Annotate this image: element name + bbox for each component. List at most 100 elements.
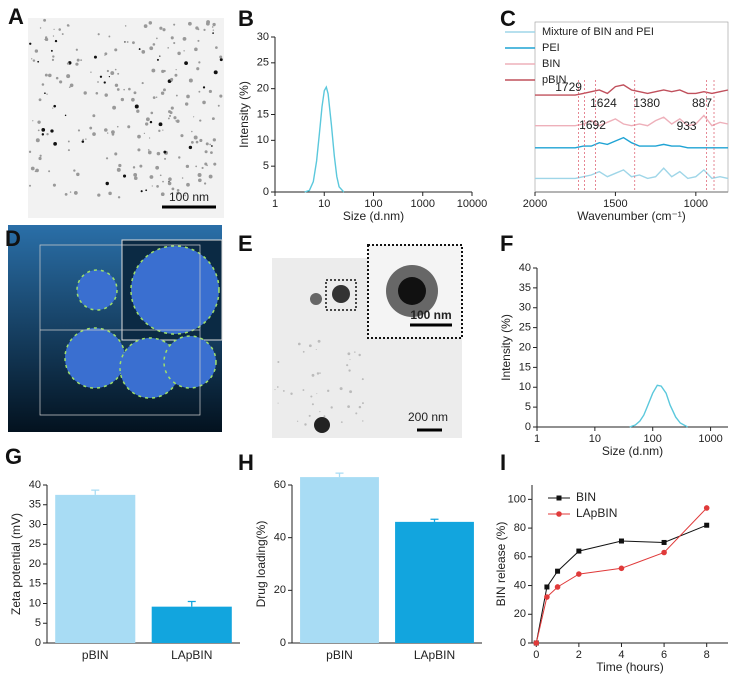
particle	[316, 393, 318, 395]
particle	[140, 190, 143, 193]
particle	[177, 51, 181, 56]
x-tick-label: 10	[589, 433, 601, 445]
legend-label: PEI	[542, 42, 560, 54]
particle	[211, 145, 213, 147]
particle	[199, 138, 203, 143]
particle	[176, 188, 180, 192]
particle	[182, 36, 187, 41]
particle	[145, 117, 150, 122]
particle	[323, 415, 326, 418]
particle	[277, 360, 280, 364]
x-tick-label: 8	[704, 649, 710, 661]
particle	[311, 403, 314, 406]
particle	[349, 390, 353, 394]
particle	[117, 72, 120, 75]
particle	[145, 122, 149, 126]
legend-label: BIN	[542, 58, 560, 70]
particle	[75, 62, 79, 66]
data-point	[661, 549, 667, 556]
particle	[168, 110, 172, 114]
particle	[159, 26, 163, 30]
particle	[73, 191, 78, 195]
particle	[211, 26, 214, 28]
particle	[213, 70, 218, 75]
particle	[52, 35, 55, 37]
x-axis-label: Time (hours)	[596, 660, 664, 674]
particle	[197, 178, 202, 183]
particle	[43, 18, 47, 22]
particle	[35, 138, 40, 143]
y-tick-label: 15	[519, 361, 531, 373]
particle	[152, 43, 156, 46]
particle	[204, 162, 208, 166]
data-point	[576, 571, 582, 577]
particle	[317, 339, 321, 343]
particle	[184, 102, 189, 106]
particle	[202, 100, 206, 105]
particle	[147, 149, 150, 151]
y-tick-label: 20	[514, 608, 526, 620]
particle	[277, 402, 279, 404]
particle	[89, 126, 93, 130]
particle	[117, 196, 121, 199]
particle	[90, 71, 92, 73]
particle	[188, 78, 193, 83]
particle	[339, 387, 343, 391]
micrographs	[8, 18, 463, 438]
panel-label: F	[500, 231, 513, 256]
particle	[296, 420, 299, 422]
particle	[315, 348, 317, 351]
particle	[99, 75, 103, 78]
particle	[34, 49, 39, 53]
particle	[302, 350, 305, 353]
particle	[158, 129, 161, 133]
scale-bar-label: 100 nm	[169, 190, 209, 204]
particle	[203, 182, 207, 185]
particle	[106, 69, 109, 73]
particle	[163, 69, 166, 73]
particle	[145, 189, 148, 192]
particle	[116, 167, 121, 172]
particle	[155, 165, 160, 170]
particle	[46, 93, 48, 95]
particle	[332, 285, 350, 303]
particle	[196, 67, 200, 71]
particle	[111, 130, 115, 134]
legend-label: BIN	[576, 490, 596, 504]
x-tick-label: pBIN	[82, 648, 109, 662]
x-tick-label: 10	[318, 198, 330, 210]
annotation-label: 1692	[579, 118, 606, 132]
data-point	[544, 584, 550, 590]
particle	[52, 55, 55, 58]
y-tick-label: 100	[508, 493, 526, 505]
particle	[64, 192, 68, 196]
particle	[137, 134, 141, 139]
particle	[349, 358, 351, 361]
y-tick-label: 30	[29, 518, 41, 530]
particle	[30, 166, 35, 171]
y-tick-label: 20	[274, 584, 286, 596]
particle	[354, 351, 356, 353]
particle	[108, 75, 110, 78]
error-bar	[91, 489, 100, 495]
particle	[147, 150, 152, 155]
data-point	[618, 565, 625, 572]
particle	[136, 109, 140, 113]
particle	[150, 111, 154, 115]
particle	[199, 119, 201, 122]
particle	[163, 150, 167, 154]
particle	[173, 23, 176, 26]
particle	[73, 169, 76, 172]
particle	[159, 55, 161, 57]
particle	[53, 28, 55, 30]
particle	[171, 187, 175, 191]
y-tick-label: 60	[274, 479, 286, 491]
x-tick-label: 1000	[684, 198, 708, 210]
panel-label: B	[238, 6, 254, 31]
particle	[143, 132, 146, 135]
box-frame	[39, 244, 201, 416]
particle	[168, 114, 172, 117]
nanoparticle	[64, 327, 126, 389]
particle	[105, 181, 109, 186]
